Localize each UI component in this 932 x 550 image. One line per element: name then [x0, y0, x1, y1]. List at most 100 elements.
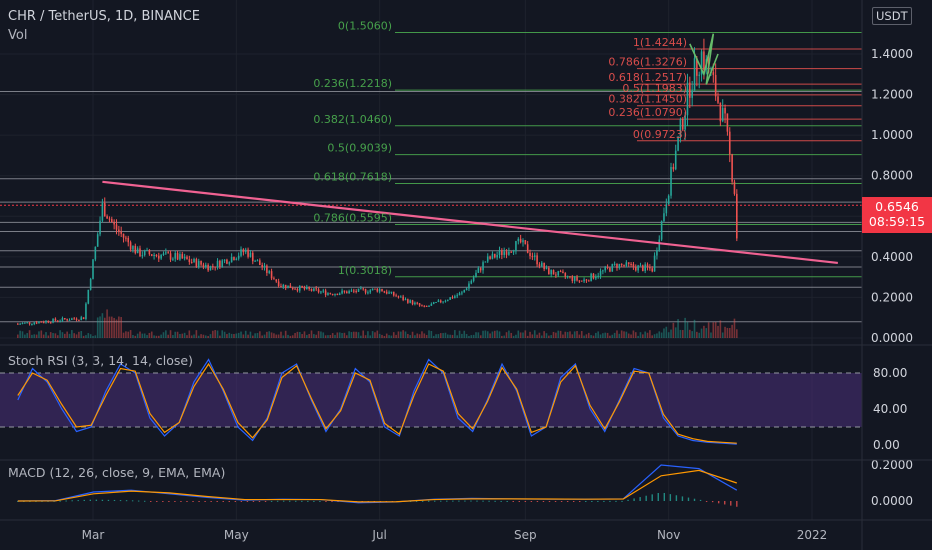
volume-bar [99, 316, 101, 338]
volume-bar [308, 333, 310, 338]
candle-body [374, 288, 376, 290]
macd-histogram-bar [488, 500, 490, 502]
macd-histogram-bar [240, 501, 243, 502]
candle-body [254, 260, 256, 262]
volume-bar [195, 330, 198, 338]
candle-body [52, 318, 54, 323]
volume-bar [531, 334, 534, 338]
volume-bar [219, 335, 221, 338]
candle-body [644, 264, 646, 271]
volume-bar [597, 331, 599, 338]
candle-body [341, 290, 343, 294]
candle-body [207, 264, 209, 271]
volume-bar [174, 331, 177, 338]
candle-body [693, 58, 696, 91]
candle-body [484, 261, 487, 263]
volume-bar [705, 328, 708, 338]
volume-bar [439, 333, 442, 338]
candle-body [634, 267, 637, 271]
macd-histogram-bar [210, 501, 212, 502]
volume-bar [482, 330, 484, 338]
volume-label[interactable]: Vol [8, 28, 28, 43]
candle-body [472, 277, 475, 281]
candle-body [193, 258, 195, 263]
candle-body [714, 74, 717, 97]
volume-bar [289, 335, 292, 338]
x-tick-label: Mar [82, 528, 105, 542]
candle-body [726, 113, 729, 132]
macd-histogram-bar [724, 501, 726, 505]
volume-bar [355, 331, 357, 338]
currency-badge[interactable]: USDT [872, 7, 912, 25]
candle-body [587, 280, 590, 282]
candle-body [263, 265, 266, 268]
candle-body [414, 302, 416, 305]
stoch-rsi-label[interactable]: Stoch RSI (3, 3, 14, 14, close) [8, 353, 193, 368]
volume-bar [451, 334, 454, 338]
volume-bar [625, 331, 628, 338]
volume-bar [536, 334, 538, 338]
candle-body [599, 271, 602, 276]
volume-bar [374, 332, 376, 338]
volume-bar [616, 330, 618, 338]
volume-bar [327, 335, 329, 338]
macd-histogram-bar [470, 500, 472, 502]
x-tick-label: May [224, 528, 249, 542]
macd-histogram-bar [295, 500, 297, 502]
volume-bar [282, 335, 285, 338]
macd-histogram-bar [77, 500, 79, 502]
candle-body [489, 256, 491, 259]
volume-bar [470, 335, 473, 338]
volume-bar [85, 335, 87, 338]
candle-body [136, 248, 139, 254]
volume-bar [247, 334, 249, 338]
macd-histogram-bar [579, 501, 581, 502]
candle-body [670, 166, 672, 196]
candle-body [214, 266, 216, 268]
candle-body [132, 245, 134, 250]
candle-body [609, 267, 611, 272]
macd-histogram-bar [156, 501, 158, 502]
candle-body [736, 193, 738, 239]
candle-body [416, 302, 419, 304]
volume-bar [108, 316, 111, 338]
volume-bar [435, 334, 437, 338]
volume-bar [52, 333, 54, 338]
volume-bar [681, 330, 684, 338]
volume-bar [731, 324, 733, 338]
symbol-title[interactable]: CHR / TetherUS, 1D, BINANCE [8, 9, 200, 24]
candle-body [630, 263, 632, 265]
candle-body [101, 202, 104, 221]
candle-body [585, 279, 588, 281]
candle-body [31, 323, 33, 325]
volume-bar [270, 332, 273, 338]
candle-body [87, 289, 90, 304]
candle-body [75, 318, 78, 320]
trendline[interactable] [102, 33, 838, 265]
volume-bar [277, 334, 280, 338]
candle-body [56, 320, 59, 322]
macd-histogram-bar [609, 500, 611, 502]
volume-bar [670, 329, 672, 338]
macd-histogram-bar [89, 499, 92, 501]
volume-bar [710, 332, 712, 338]
volume-bar [564, 331, 567, 338]
candle-body [486, 256, 489, 262]
macd-histogram-bar [524, 501, 527, 502]
volume-bar [698, 332, 701, 338]
volume-bar [559, 330, 562, 338]
volume-bar [714, 321, 717, 338]
volume-bar [491, 331, 494, 338]
candle-body [573, 276, 576, 281]
macd-histogram-bar [536, 501, 539, 502]
candle-body [103, 202, 106, 217]
stoch-rsi-fill [0, 373, 862, 427]
candle-body [646, 264, 649, 268]
candle-body [649, 267, 651, 269]
macd-label[interactable]: MACD (12, 26, close, 9, EMA, EMA) [8, 465, 226, 480]
macd-histogram-bar [585, 500, 587, 502]
candle-body [611, 264, 614, 272]
macd-histogram-bar [687, 497, 690, 501]
candle-body [89, 278, 92, 290]
